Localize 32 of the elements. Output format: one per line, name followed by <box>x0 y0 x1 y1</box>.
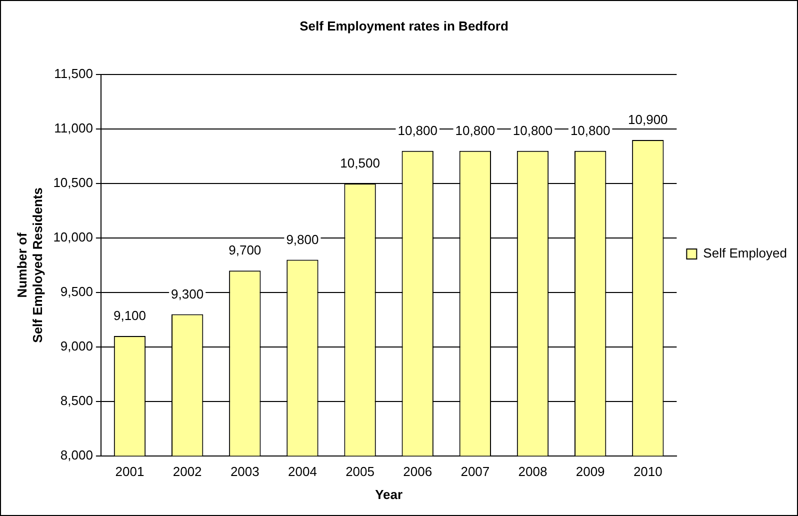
y-tick-label: 9,500 <box>60 284 93 300</box>
data-label: 9,800 <box>286 232 319 247</box>
y-tick-label: 9,000 <box>60 338 93 354</box>
x-tick-label: 2006 <box>403 464 432 480</box>
data-label: 9,300 <box>171 286 204 302</box>
data-label: 10,900 <box>628 112 668 128</box>
x-tick-label: 2007 <box>460 464 490 480</box>
data-label: 10,800 <box>455 122 496 138</box>
y-tick-label: 10,500 <box>53 175 93 190</box>
y-tick-label: 11,000 <box>54 120 93 136</box>
data-label: 10,800 <box>398 122 438 138</box>
x-tick-label: 2004 <box>288 464 317 480</box>
data-label: 9,700 <box>228 242 262 258</box>
x-tick-label: 2008 <box>518 464 548 480</box>
y-tick-label: 8,000 <box>60 447 93 462</box>
x-tick-label: 2001 <box>115 464 144 480</box>
y-axis-title: Number of Self Employed Residents <box>14 188 45 343</box>
chart-title: Self Employment rates in Bedford <box>300 18 508 34</box>
y-tick-label: 10,000 <box>53 230 93 245</box>
data-label: 9,100 <box>113 308 146 324</box>
x-tick-label: 2009 <box>576 464 605 480</box>
data-label: 10,800 <box>570 122 610 138</box>
x-axis-title: Year <box>375 486 403 502</box>
data-label: 10,500 <box>340 156 380 171</box>
data-label: 10,800 <box>512 122 553 138</box>
x-tick-label: 2005 <box>346 464 374 480</box>
y-tick-label: 11,500 <box>54 66 93 82</box>
x-tick-label: 2002 <box>172 464 202 480</box>
x-tick-label: 2003 <box>230 464 260 480</box>
y-tick-label: 8,500 <box>60 392 93 408</box>
x-tick-label: 2010 <box>633 464 662 480</box>
legend-label: Self Employed <box>703 246 788 261</box>
